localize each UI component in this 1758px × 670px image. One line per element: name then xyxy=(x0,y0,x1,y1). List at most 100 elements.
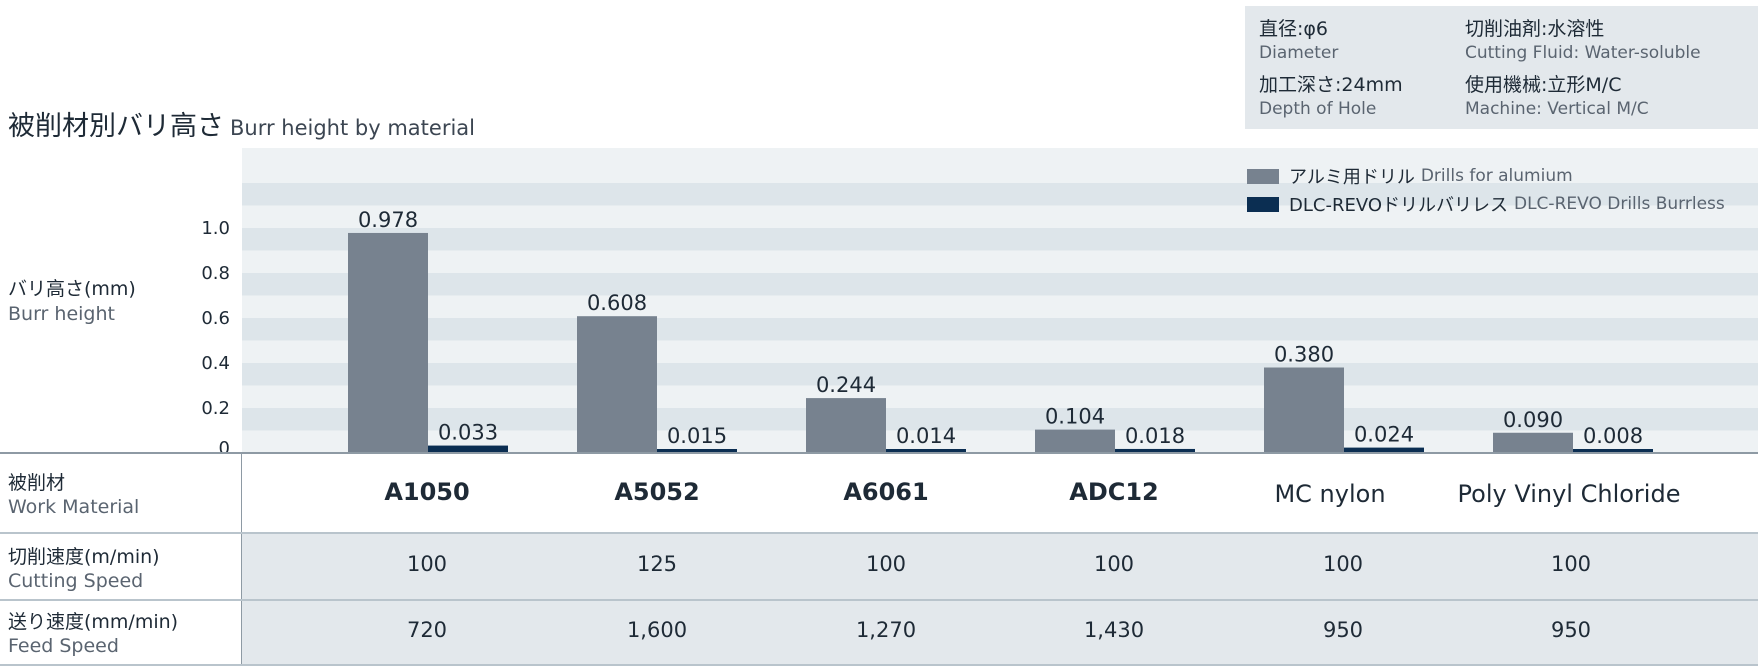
y-tick-label: 0.4 xyxy=(201,353,230,374)
cutting-speed-cell: 100 xyxy=(1550,552,1592,576)
bar-dlc-revo-mc-nylon xyxy=(1344,447,1424,453)
y-axis-label-jp: バリ高さ(mm) xyxy=(8,278,136,300)
y-axis-label-en: Burr height xyxy=(8,303,115,325)
row-label-jp: 切削速度(m/min) xyxy=(8,546,160,568)
material-cell: A1050 xyxy=(384,478,470,506)
bar-value-label: 0.015 xyxy=(667,424,727,448)
cutting-speed-cell: 125 xyxy=(636,552,678,576)
grid-stripes xyxy=(242,148,1758,453)
condition-machine-jp: 使用機械:立形M/C xyxy=(1465,74,1622,96)
bar-value-label: 0.024 xyxy=(1354,423,1414,447)
chart-title: 被削材別バリ高さ Burr height by material xyxy=(8,104,475,143)
legend-item-aluminum-drill: アルミ用ドリル Drills for alumium xyxy=(1247,162,1725,190)
feed-speed-cell: 950 xyxy=(1322,618,1364,642)
bar-value-labels: 0.978 0.033 0.608 0.015 0.244 0.014 0.104 0.018… xyxy=(358,208,1643,448)
material-cell: Poly Vinyl Chloride xyxy=(1457,480,1681,508)
y-tick-labels: 0 0.2 0.4 0.6 0.8 1.0 xyxy=(201,218,230,454)
y-tick-label: 0 xyxy=(219,438,230,454)
material-cell: A5052 xyxy=(614,478,700,506)
feed-speed-cell: 1,430 xyxy=(1083,618,1145,642)
legend-label-jp: DLC-REVOドリルバリレス xyxy=(1289,195,1508,216)
condition-diameter: 直径:φ6 Diameter xyxy=(1259,14,1338,63)
bar-value-label: 0.090 xyxy=(1503,408,1563,432)
grid-stripe xyxy=(242,228,1758,251)
y-tick-label: 0.8 xyxy=(201,263,230,284)
bar-dlc-revo-a1050 xyxy=(428,445,508,453)
y-tick-label: 0.2 xyxy=(201,398,230,419)
chart-title-jp: 被削材別バリ高さ xyxy=(8,111,224,142)
bar-dlc-revo-poly-vinyl-chloride xyxy=(1573,449,1653,453)
condition-depth-jp: 加工深さ:24mm xyxy=(1259,74,1403,96)
bar-value-label: 0.014 xyxy=(896,424,956,448)
bar-value-label: 0.380 xyxy=(1274,343,1334,367)
feed-speed-cell: 1,600 xyxy=(626,618,688,642)
grid-stripe xyxy=(242,183,1758,206)
material-cell: ADC12 xyxy=(1069,478,1159,506)
material-cell: A6061 xyxy=(843,478,929,506)
bar-aluminum-drill-a1050 xyxy=(348,232,428,453)
row-label-en: Cutting Speed xyxy=(8,570,144,592)
bars xyxy=(348,232,1653,453)
condition-diameter-en: Diameter xyxy=(1259,43,1339,63)
row-label-jp: 被削材 xyxy=(8,472,66,494)
row-label-work-material: 被削材 Work Material xyxy=(8,468,139,518)
legend-swatch-dlc-revo xyxy=(1247,196,1279,212)
bar-aluminum-drill-a6061 xyxy=(806,398,886,453)
bar-value-label: 0.033 xyxy=(438,421,498,445)
grid-stripe xyxy=(242,318,1758,341)
bar-value-label: 0.018 xyxy=(1125,424,1185,448)
chart-title-en: Burr height by material xyxy=(230,116,475,140)
bar-dlc-revo-a5052 xyxy=(657,449,737,453)
legend-label-en: Drills for alumium xyxy=(1420,166,1573,186)
condition-cutting-fluid-jp: 切削油剤:水溶性 xyxy=(1465,18,1605,40)
legend-label-en: DLC-REVO Drills Burrless xyxy=(1514,194,1725,214)
bar-aluminum-drill-poly-vinyl-chloride xyxy=(1493,432,1573,453)
bar-dlc-revo-adc12 xyxy=(1115,448,1195,453)
condition-machine: 使用機械:立形M/C Machine: Vertical M/C xyxy=(1465,70,1649,119)
row-label-en: Work Material xyxy=(8,496,140,518)
bar-value-label: 0.978 xyxy=(358,208,418,232)
row-label-feed-speed: 送り速度(mm/min) Feed Speed xyxy=(8,607,178,657)
condition-cutting-fluid-en: Cutting Fluid: Water-soluble xyxy=(1465,43,1701,63)
cutting-speed-cell: 100 xyxy=(865,552,907,576)
bar-aluminum-drill-a5052 xyxy=(577,316,657,453)
bar-aluminum-drill-adc12 xyxy=(1035,429,1115,453)
grid-stripe xyxy=(242,273,1758,296)
row-label-jp: 送り速度(mm/min) xyxy=(8,611,179,633)
feed-speed-cell: 950 xyxy=(1550,618,1592,642)
legend-item-dlc-revo: DLC-REVOドリルバリレス DLC-REVO Drills Burrless xyxy=(1247,190,1725,218)
feed-speed-cell: 1,270 xyxy=(855,618,917,642)
bar-value-label: 0.008 xyxy=(1583,424,1643,448)
material-cell: MC nylon xyxy=(1274,480,1386,508)
table-band-feed-speed xyxy=(242,600,1758,664)
bar-dlc-revo-a6061 xyxy=(886,449,966,453)
bar-value-label: 0.244 xyxy=(816,373,876,397)
bar-value-label: 0.608 xyxy=(587,291,647,315)
y-tick-label: 1.0 xyxy=(201,218,230,239)
cutting-speed-cell: 100 xyxy=(1322,552,1364,576)
bar-chart: 0 0.2 0.4 0.6 0.8 1.0 0.978 0.033 0.608 0.015 0.2… xyxy=(0,148,1758,454)
table-divider-vertical xyxy=(241,454,242,664)
cutting-speed-cell: 100 xyxy=(1093,552,1135,576)
condition-depth: 加工深さ:24mm Depth of Hole xyxy=(1259,70,1403,119)
row-label-cutting-speed: 切削速度(m/min) Cutting Speed xyxy=(8,542,160,592)
row-label-en: Feed Speed xyxy=(8,635,119,657)
table-band-cutting-speed xyxy=(242,534,1758,600)
legend-label-jp: アルミ用ドリル xyxy=(1289,167,1415,188)
condition-machine-en: Machine: Vertical M/C xyxy=(1465,99,1649,119)
grid-stripe xyxy=(242,363,1758,386)
legend: アルミ用ドリル Drills for alumium DLC-REVOドリルバリ… xyxy=(1247,162,1725,218)
legend-swatch-aluminum-drill xyxy=(1247,168,1279,184)
conditions-box: 直径:φ6 Diameter 切削油剤:水溶性 Cutting Fluid: W… xyxy=(1245,6,1758,129)
feed-speed-cell: 720 xyxy=(406,618,448,642)
condition-cutting-fluid: 切削油剤:水溶性 Cutting Fluid: Water-soluble xyxy=(1465,14,1701,63)
bar-value-label: 0.104 xyxy=(1045,405,1105,429)
cutting-speed-cell: 100 xyxy=(406,552,448,576)
table-divider xyxy=(0,532,1758,534)
bar-aluminum-drill-mc-nylon xyxy=(1264,367,1344,453)
condition-depth-en: Depth of Hole xyxy=(1259,99,1377,119)
table-divider xyxy=(0,664,1758,666)
condition-diameter-jp: 直径:φ6 xyxy=(1259,18,1329,40)
table-divider xyxy=(0,599,1758,601)
y-tick-label: 0.6 xyxy=(201,308,230,329)
